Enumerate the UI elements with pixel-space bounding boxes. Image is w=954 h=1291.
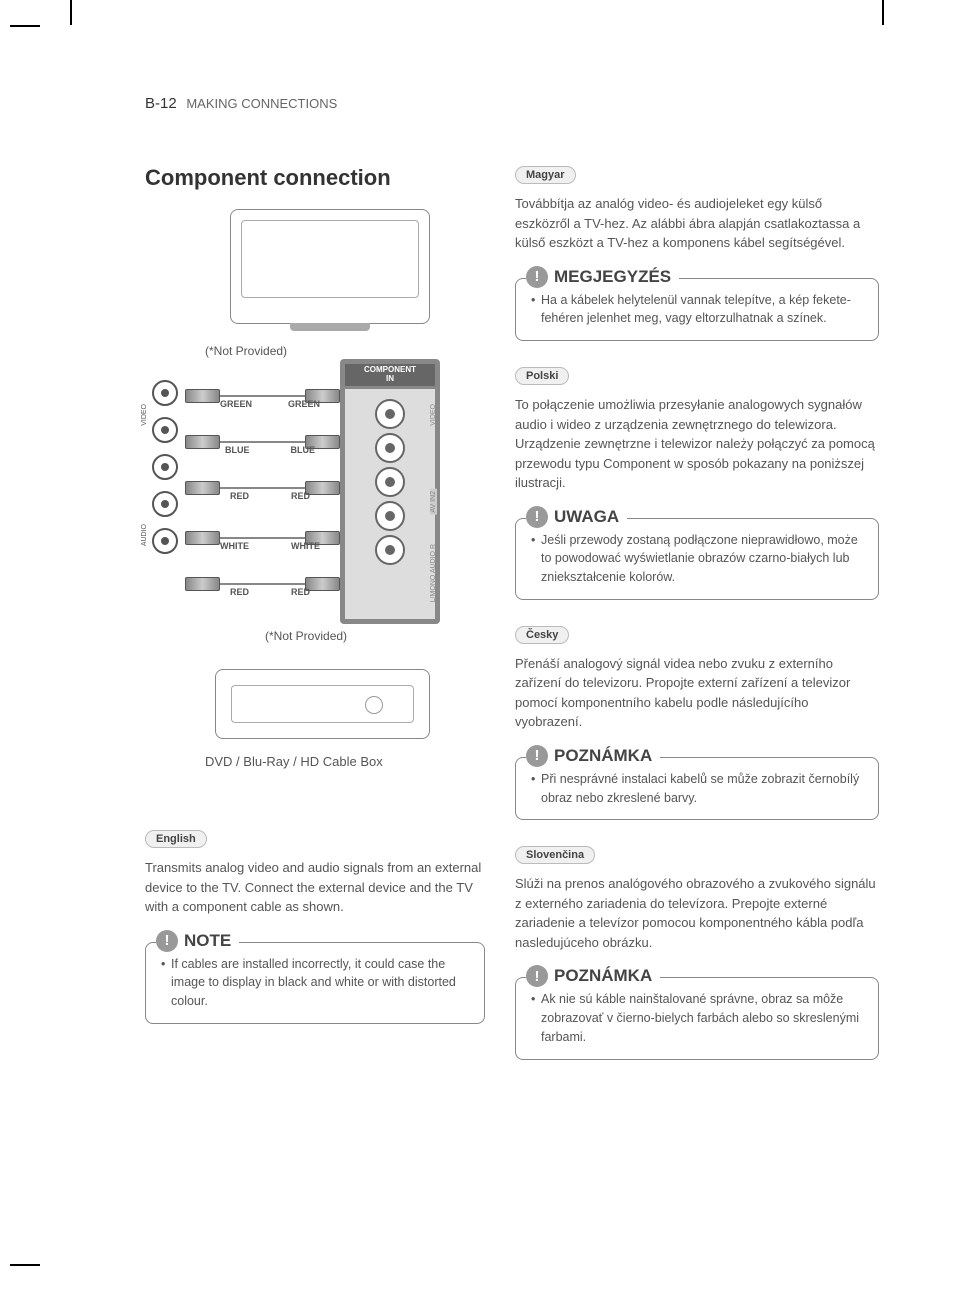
note-icon: ! bbox=[526, 745, 548, 767]
panel-video-label: VIDEO bbox=[430, 404, 437, 426]
src-jack-r bbox=[152, 528, 178, 554]
dvd-player-icon bbox=[215, 669, 430, 739]
section-magyar: Magyar Továbbítja az analóg video- és au… bbox=[515, 165, 879, 341]
src-audio-label: AUDIO bbox=[141, 524, 148, 546]
cable-red1: RED RED bbox=[185, 473, 340, 503]
cable-red2: RED RED bbox=[185, 569, 340, 599]
jack-y bbox=[375, 399, 405, 429]
not-provided-label-top: (*Not Provided) bbox=[205, 344, 287, 358]
jack-audio-l bbox=[375, 501, 405, 531]
not-provided-label-bottom: (*Not Provided) bbox=[265, 629, 347, 643]
source-panel: VIDEO AUDIO bbox=[145, 369, 190, 565]
section-cesky: Česky Přenáší analogový signál videa neb… bbox=[515, 625, 879, 821]
note-box-english: ! NOTE If cables are installed incorrect… bbox=[145, 942, 485, 1024]
page-header: B-12 MAKING CONNECTIONS bbox=[145, 95, 337, 112]
lang-badge-slovencina: Slovenčina bbox=[515, 846, 595, 864]
note-icon: ! bbox=[526, 965, 548, 987]
note-box-cesky: ! POZNÁMKA Při nesprávné instalaci kabel… bbox=[515, 757, 879, 821]
note-title-magyar: MEGJEGYZÉS bbox=[554, 267, 671, 287]
note-title-slovencina: POZNÁMKA bbox=[554, 966, 652, 986]
section-slovencina: Slovenčina Slúži na prenos analógového o… bbox=[515, 845, 879, 1059]
tv-icon bbox=[230, 209, 430, 324]
panel-audio-label: L/MONO AUDIO R bbox=[430, 544, 437, 602]
note-icon: ! bbox=[156, 930, 178, 952]
note-body-english: If cables are installed incorrectly, it … bbox=[161, 955, 469, 1011]
text-slovencina: Slúži na prenos analógového obrazového a… bbox=[515, 874, 879, 952]
component-in-panel: COMPONENTIN VIDEO AV IN2 L/MONO AUDIO R bbox=[340, 359, 440, 624]
note-title-polski: UWAGA bbox=[554, 507, 619, 527]
note-body-magyar: Ha a kábelek helytelenül vannak telepítv… bbox=[531, 291, 863, 329]
component-header: COMPONENTIN bbox=[345, 364, 435, 386]
jack-pb bbox=[375, 433, 405, 463]
text-cesky: Přenáší analogový signál videa nebo zvuk… bbox=[515, 654, 879, 732]
panel-avin2-label: AV IN2 bbox=[430, 489, 437, 515]
src-video-label: VIDEO bbox=[141, 404, 148, 426]
note-body-cesky: Při nesprávné instalaci kabelů se může z… bbox=[531, 770, 863, 808]
header-section: MAKING CONNECTIONS bbox=[186, 96, 337, 111]
section-english: English Transmits analog video and audio… bbox=[145, 829, 485, 1024]
section-polski: Polski To połączenie umożliwia przesyłan… bbox=[515, 366, 879, 600]
src-jack-y bbox=[152, 380, 178, 406]
note-title-cesky: POZNÁMKA bbox=[554, 746, 652, 766]
note-title-english: NOTE bbox=[184, 931, 231, 951]
src-jack-pb bbox=[152, 417, 178, 443]
note-icon: ! bbox=[526, 266, 548, 288]
main-title: Component connection bbox=[145, 165, 485, 191]
note-box-polski: ! UWAGA Jeśli przewody zostaną podłączon… bbox=[515, 518, 879, 600]
note-box-magyar: ! MEGJEGYZÉS Ha a kábelek helytelenül va… bbox=[515, 278, 879, 342]
lang-badge-polski: Polski bbox=[515, 367, 569, 385]
page-number: B-12 bbox=[145, 95, 177, 112]
lang-badge-cesky: Česky bbox=[515, 626, 569, 644]
text-english: Transmits analog video and audio signals… bbox=[145, 858, 485, 917]
src-jack-l bbox=[152, 491, 178, 517]
note-box-slovencina: ! POZNÁMKA Ak nie sú káble nainštalované… bbox=[515, 977, 879, 1059]
cable-white: WHITE WHITE bbox=[185, 523, 340, 553]
connection-diagram: (*Not Provided) COMPONENTIN VIDEO AV IN2… bbox=[145, 209, 445, 769]
lang-badge-english: English bbox=[145, 830, 207, 848]
note-body-polski: Jeśli przewody zostaną podłączone niepra… bbox=[531, 531, 863, 587]
text-magyar: Továbbítja az analóg video- és audiojele… bbox=[515, 194, 879, 253]
note-icon: ! bbox=[526, 506, 548, 528]
text-polski: To połączenie umożliwia przesyłanie anal… bbox=[515, 395, 879, 493]
lang-badge-magyar: Magyar bbox=[515, 166, 576, 184]
cable-green: GREEN GREEN bbox=[185, 381, 340, 411]
cable-blue: BLUE BLUE bbox=[185, 427, 340, 457]
jack-pr bbox=[375, 467, 405, 497]
src-jack-pr bbox=[152, 454, 178, 480]
jack-audio-r bbox=[375, 535, 405, 565]
dvd-caption: DVD / Blu-Ray / HD Cable Box bbox=[205, 754, 383, 769]
note-body-slovencina: Ak nie sú káble nainštalované správne, o… bbox=[531, 990, 863, 1046]
